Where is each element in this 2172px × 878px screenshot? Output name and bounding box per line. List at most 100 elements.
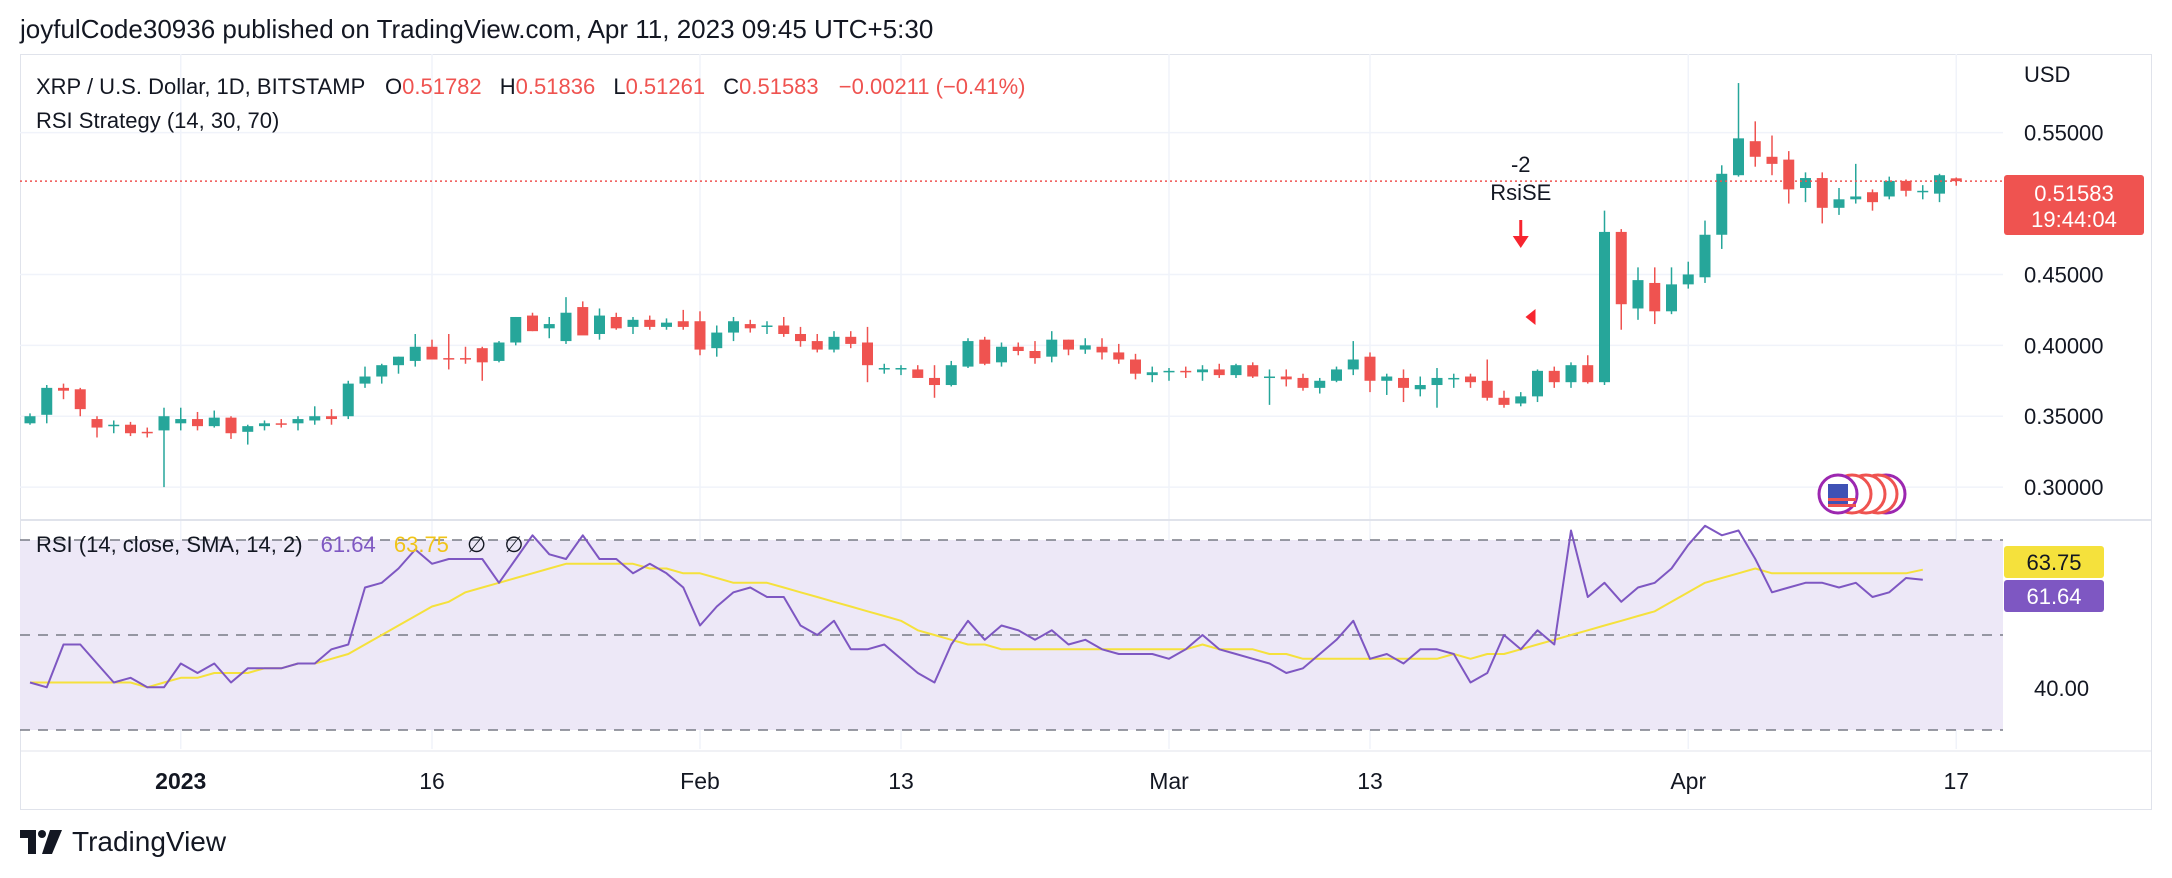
change-value: −0.00211 (−0.41%) [839, 74, 1026, 99]
candle-body [1448, 377, 1460, 380]
signal-name: RsiSE [1490, 180, 1551, 205]
rsi-legend-value: 61.64 [321, 532, 376, 557]
candle-body [91, 419, 103, 428]
candle-body [125, 424, 136, 434]
candle-body [878, 368, 890, 370]
candle-body [560, 312, 572, 342]
candle-body [309, 416, 321, 421]
y-tick-label: 0.40000 [2024, 333, 2104, 358]
candle-body [979, 339, 991, 364]
candle-body [175, 419, 187, 424]
candle-body [1599, 231, 1610, 383]
symbol-label: XRP / U.S. Dollar, 1D, BITSTAMP [36, 74, 365, 99]
candle-body [1783, 159, 1795, 190]
signal-arrow-head [1512, 236, 1529, 248]
sma-legend-value: 63.75 [394, 532, 449, 557]
low-value: 0.51261 [626, 74, 706, 99]
low-label: L [613, 74, 625, 99]
candle-body [141, 431, 153, 434]
candle-body [912, 369, 924, 378]
candle-body [929, 377, 940, 386]
countdown-value: 19:44:04 [2031, 207, 2117, 232]
x-tick-label: 2023 [155, 768, 206, 794]
rsi-badge-text: 61.64 [2026, 584, 2081, 609]
candle-body [1280, 376, 1292, 380]
candle-body [1917, 190, 1929, 193]
candle-body [1079, 345, 1091, 350]
candle-body [1548, 370, 1560, 383]
candle-body [828, 336, 840, 350]
candle-body [1565, 365, 1577, 383]
y-tick-label: 0.35000 [2024, 404, 2104, 429]
open-value: 0.51782 [402, 74, 482, 99]
candle-body [158, 416, 170, 431]
candle-body [661, 322, 672, 327]
candle-body [610, 316, 622, 329]
candle-body [1331, 369, 1342, 381]
candle-body [259, 423, 270, 427]
candle-body [1431, 377, 1443, 386]
candle-body [1465, 376, 1476, 383]
candle-body [1867, 192, 1878, 203]
candle-body [1113, 352, 1125, 360]
candle-body [1900, 180, 1912, 191]
candle-body [1733, 138, 1744, 176]
candle-body [778, 325, 790, 334]
candle-body [761, 325, 773, 327]
y-tick-label: 0.30000 [2024, 475, 2104, 500]
candles [20, 83, 2003, 488]
candle-body [811, 341, 823, 350]
price-chart[interactable]: 2023 16 Feb 13 Mar 13 Apr 17 0.55000 0.45000 0.400… [20, 54, 2152, 810]
exit-marker-icon [1525, 308, 1536, 325]
candle-body [1046, 339, 1058, 357]
candle-body [1264, 376, 1275, 379]
candle-body [1163, 370, 1175, 373]
axes: 2023 16 Feb 13 Mar 13 Apr 17 0.55000 0.45000 0.400… [20, 121, 2152, 794]
candle-body [1883, 180, 1895, 197]
sma-value-badge: 63.75 [2004, 546, 2104, 578]
candle-body [108, 424, 120, 427]
candle-body [476, 348, 488, 363]
candle-body [1381, 376, 1393, 381]
rsi-pane [29, 524, 1924, 689]
chart-frame [20, 54, 2152, 810]
candle-body [409, 346, 421, 361]
candle-body [1297, 377, 1309, 388]
candle-body [1666, 284, 1677, 312]
candle-body [1213, 369, 1225, 376]
candle-body [74, 389, 86, 410]
candle-body [1130, 359, 1141, 374]
sma-badge-text: 63.75 [2026, 550, 2081, 575]
candle-body [1833, 199, 1845, 208]
candle-body [1934, 175, 1945, 194]
events-flags-icon[interactable] [1817, 473, 1907, 515]
candle-body [1180, 370, 1192, 373]
candle-body [242, 426, 254, 432]
candle-body [1146, 372, 1158, 376]
high-value: 0.51836 [516, 74, 596, 99]
y-tick-label: 0.55000 [2024, 121, 2104, 146]
x-tick-label: 13 [888, 768, 914, 794]
last-price-badge: 0.51583 19:44:04 [2004, 175, 2144, 235]
empty-value-2: ∅ [504, 532, 523, 557]
candle-body [1498, 397, 1510, 405]
candle-body [1414, 385, 1426, 390]
candle-body [1749, 141, 1761, 157]
currency-label: USD [2024, 62, 2070, 87]
rsi-line [29, 524, 1923, 689]
x-tick-label: 13 [1357, 768, 1383, 794]
close-value: 0.51583 [739, 74, 819, 99]
candle-body [326, 416, 337, 420]
candle-body [543, 324, 555, 329]
rsi-legend: RSI (14, close, SMA, 14, 2) 61.64 63.75 … [36, 532, 524, 557]
candle-body [443, 358, 455, 360]
candle-body [1515, 396, 1527, 404]
y-tick-label: 0.45000 [2024, 262, 2104, 287]
candle-body [1029, 351, 1041, 359]
candle-body [1950, 178, 1962, 182]
candle-body [359, 376, 371, 384]
signal-qty: -2 [1511, 152, 1531, 177]
candle-body [996, 346, 1007, 363]
rsi-band [20, 539, 2003, 731]
candle-body [527, 315, 538, 332]
